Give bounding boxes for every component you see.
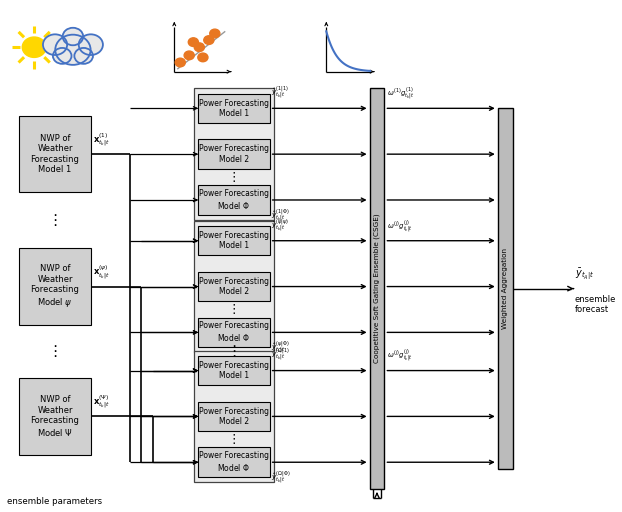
Text: $\hat{y}^{(\Omega|1)}_{t_k|t}$: $\hat{y}^{(\Omega|1)}_{t_k|t}$	[271, 347, 290, 364]
Text: $\hat{y}^{(\psi|\psi)}_{t_k|t}$: $\hat{y}^{(\psi|\psi)}_{t_k|t}$	[271, 217, 290, 233]
Text: $\hat{y}^{(\psi|\Phi)}_{t_k|t}$: $\hat{y}^{(\psi|\Phi)}_{t_k|t}$	[271, 339, 290, 356]
Circle shape	[63, 28, 83, 45]
FancyBboxPatch shape	[194, 221, 274, 352]
Text: Power Forecasting
Model 2: Power Forecasting Model 2	[199, 144, 269, 164]
FancyBboxPatch shape	[194, 89, 274, 220]
Text: NWP of
Weather
Forecasting
Model 1: NWP of Weather Forecasting Model 1	[30, 134, 80, 174]
Text: $\omega^{(1)} g^{(1)}_{t_k|t}$: $\omega^{(1)} g^{(1)}_{t_k|t}$	[387, 86, 414, 102]
Text: NWP of
Weather
Forecasting
Model $\psi$: NWP of Weather Forecasting Model $\psi$	[30, 264, 80, 309]
FancyBboxPatch shape	[198, 272, 270, 302]
Circle shape	[79, 34, 103, 55]
Text: Coopetitive Soft Gating Ensemble (CSGE): Coopetitive Soft Gating Ensemble (CSGE)	[374, 214, 380, 364]
Text: Power Forecasting
Model 1: Power Forecasting Model 1	[199, 99, 269, 118]
Text: ⋮: ⋮	[228, 303, 240, 316]
Text: Power Forecasting
Model 1: Power Forecasting Model 1	[199, 361, 269, 380]
FancyBboxPatch shape	[198, 226, 270, 255]
Text: ⋮: ⋮	[47, 213, 63, 228]
Text: Power Forecasting
Model $\Phi$: Power Forecasting Model $\Phi$	[199, 452, 269, 473]
Text: Power Forecasting
Model 1: Power Forecasting Model 1	[199, 231, 269, 250]
Circle shape	[55, 35, 91, 65]
Circle shape	[75, 48, 93, 64]
FancyBboxPatch shape	[198, 447, 270, 477]
Circle shape	[188, 38, 198, 47]
Text: $\hat{y}^{(\Omega|\Phi)}_{t_k|t}$: $\hat{y}^{(\Omega|\Phi)}_{t_k|t}$	[271, 470, 291, 486]
Circle shape	[175, 58, 185, 67]
Text: Power Forecasting
Model $\Phi$: Power Forecasting Model $\Phi$	[199, 189, 269, 211]
FancyBboxPatch shape	[19, 248, 91, 325]
Text: Power Forecasting
Model 2: Power Forecasting Model 2	[199, 277, 269, 296]
Circle shape	[22, 37, 46, 57]
FancyBboxPatch shape	[198, 185, 270, 215]
Text: ⋮: ⋮	[228, 433, 240, 446]
Text: $\hat{y}^{(1|\Phi)}_{t_k|t}$: $\hat{y}^{(1|\Phi)}_{t_k|t}$	[271, 207, 290, 224]
Text: ⋮: ⋮	[226, 344, 241, 359]
Circle shape	[210, 29, 220, 38]
Circle shape	[53, 48, 72, 64]
Text: ensemble
forecast: ensemble forecast	[575, 295, 616, 314]
Text: $\mathbf{x}^{(\psi)}_{t_k|t}$: $\mathbf{x}^{(\psi)}_{t_k|t}$	[93, 264, 109, 282]
Circle shape	[184, 51, 194, 60]
FancyBboxPatch shape	[198, 356, 270, 386]
FancyBboxPatch shape	[198, 139, 270, 169]
Circle shape	[204, 36, 214, 45]
Text: $\omega^{(j)} g^{(j)}_{t_k|t}$: $\omega^{(j)} g^{(j)}_{t_k|t}$	[387, 348, 412, 365]
Circle shape	[43, 34, 67, 55]
Text: $\hat{y}^{(1|1)}_{t_k|t}$: $\hat{y}^{(1|1)}_{t_k|t}$	[271, 84, 290, 101]
FancyBboxPatch shape	[198, 94, 270, 123]
Text: $\mathbf{x}^{(\Psi)}_{t_k|t}$: $\mathbf{x}^{(\Psi)}_{t_k|t}$	[93, 394, 109, 411]
FancyBboxPatch shape	[369, 88, 384, 489]
Text: ensemble parameters: ensemble parameters	[7, 497, 103, 506]
FancyBboxPatch shape	[198, 401, 270, 431]
Circle shape	[194, 43, 205, 52]
Text: ⋮: ⋮	[228, 170, 240, 184]
Text: Power Forecasting
Model $\Phi$: Power Forecasting Model $\Phi$	[199, 322, 269, 343]
Text: $\bar{y}_{t_A|t}$: $\bar{y}_{t_A|t}$	[575, 267, 595, 283]
FancyBboxPatch shape	[498, 109, 513, 469]
FancyBboxPatch shape	[19, 116, 91, 193]
Text: NWP of
Weather
Forecasting
Model $\Psi$: NWP of Weather Forecasting Model $\Psi$	[30, 395, 80, 438]
FancyBboxPatch shape	[19, 378, 91, 455]
FancyBboxPatch shape	[198, 317, 270, 347]
Circle shape	[198, 53, 208, 62]
FancyBboxPatch shape	[194, 351, 274, 482]
Text: Weighted Aggregation: Weighted Aggregation	[502, 248, 508, 329]
Text: $\mathbf{x}^{(1)}_{t_k|t}$: $\mathbf{x}^{(1)}_{t_k|t}$	[93, 132, 109, 149]
Text: $\omega^{(j)} g^{(j)}_{t_k|t}$: $\omega^{(j)} g^{(j)}_{t_k|t}$	[387, 218, 412, 234]
Text: Power Forecasting
Model 2: Power Forecasting Model 2	[199, 407, 269, 426]
Text: ⋮: ⋮	[47, 344, 63, 359]
